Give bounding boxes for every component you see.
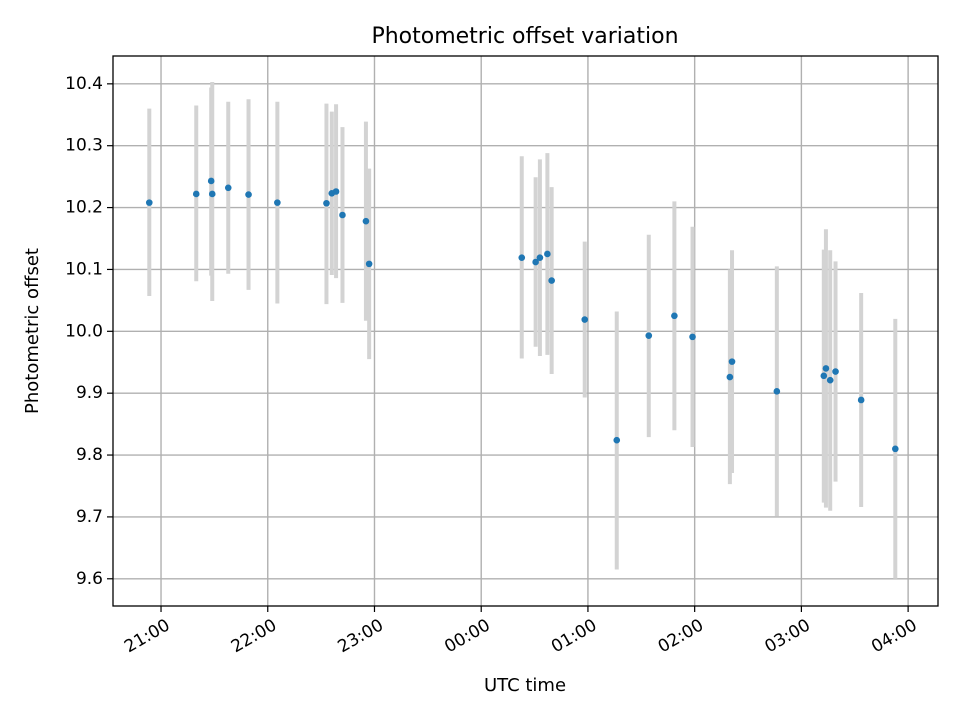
data-point <box>332 188 340 195</box>
data-point <box>532 258 539 266</box>
y-tick-label: 10.2 <box>65 198 103 218</box>
data-point <box>728 358 736 365</box>
y-tick-label: 10.4 <box>65 74 103 94</box>
data-point <box>581 316 589 323</box>
y-tick-label: 9.6 <box>76 569 103 589</box>
data-point <box>857 396 865 404</box>
data-point <box>832 368 839 375</box>
chart-title: Photometric offset variation <box>371 24 678 49</box>
data-point <box>548 277 555 284</box>
data-point <box>645 332 653 339</box>
data-point <box>207 177 215 185</box>
data-point <box>224 184 232 192</box>
data-point <box>822 365 830 372</box>
y-axis: 9.6 9.7 9.8 9.9 10.0 10.1 10.2 10.3 10.4 <box>65 74 113 589</box>
data-point <box>726 373 734 381</box>
data-point <box>245 191 252 198</box>
data-point <box>544 250 551 258</box>
data-point <box>192 190 200 198</box>
x-axis-label: UTC time <box>484 675 566 696</box>
y-tick-label: 9.7 <box>76 507 103 527</box>
y-axis-label: Photometric offset <box>22 248 43 414</box>
y-tick-label: 9.9 <box>76 383 103 403</box>
data-point <box>145 199 153 206</box>
y-tick-label: 9.8 <box>76 445 103 465</box>
data-point <box>773 388 781 395</box>
data-point <box>362 217 370 225</box>
data-point <box>323 199 330 207</box>
data-point <box>339 211 346 219</box>
data-point <box>274 199 281 206</box>
y-tick-label: 10.1 <box>65 259 103 279</box>
data-point <box>518 254 526 261</box>
data-point <box>892 445 899 453</box>
data-point <box>365 260 373 268</box>
data-point <box>613 436 621 444</box>
data-point <box>826 376 834 384</box>
data-points <box>145 177 899 453</box>
data-point <box>820 372 828 380</box>
data-point <box>689 333 696 341</box>
data-point <box>208 190 216 198</box>
y-tick-label: 10.0 <box>65 321 103 341</box>
y-tick-label: 10.3 <box>65 136 103 156</box>
grid <box>113 56 938 606</box>
data-point <box>671 312 678 320</box>
data-point <box>536 254 544 261</box>
